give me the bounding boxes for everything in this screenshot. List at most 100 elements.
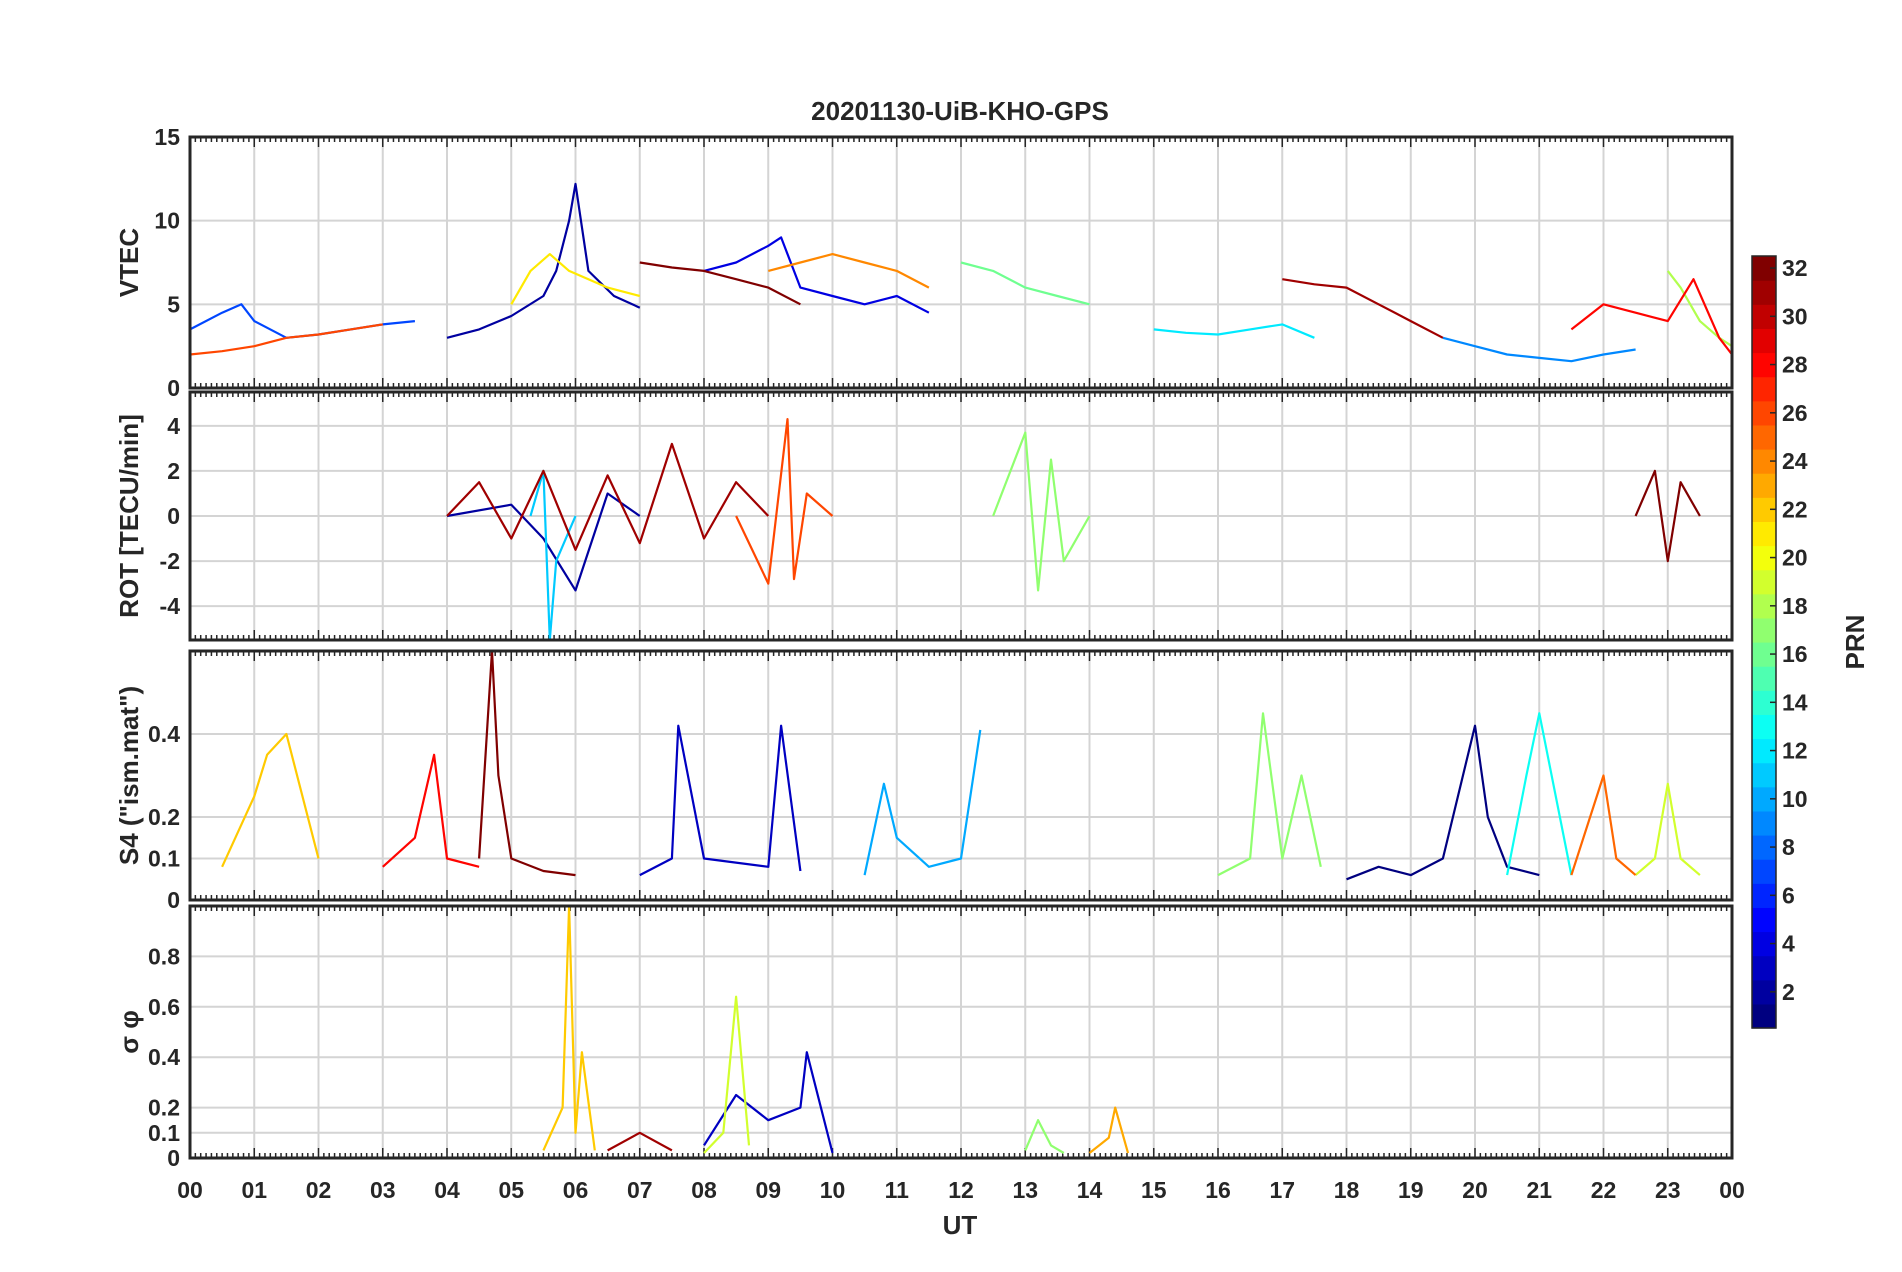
colorbar-segment — [1752, 424, 1776, 450]
series-line-prn-17 — [992, 431, 1091, 592]
series-line-prn-19 — [1634, 782, 1701, 876]
y-axis-label-s4: S4 ("ism.mat") — [114, 686, 144, 865]
colorbar-tick-label: 22 — [1782, 496, 1808, 522]
x-tick-label: 11 — [885, 1177, 910, 1203]
y-tick-label: 0.4 — [148, 1044, 180, 1070]
x-tick-label: 09 — [755, 1177, 781, 1203]
colorbar-segment — [1752, 617, 1776, 643]
colorbar-segment — [1752, 521, 1776, 547]
colorbar-segment — [1752, 328, 1776, 354]
y-tick-label: -2 — [160, 548, 180, 574]
colorbar-segment — [1752, 810, 1776, 836]
axes-frame-vtec — [188, 135, 1734, 390]
y-tick-label: 0.1 — [148, 846, 180, 872]
x-tick-label: 15 — [1141, 1177, 1167, 1203]
y-tick-label: 15 — [154, 124, 180, 150]
colorbar-segment — [1752, 714, 1776, 740]
colorbar-tick-label: 14 — [1782, 689, 1808, 715]
colorbar-segment — [1752, 955, 1776, 981]
series-line-prn-1 — [1346, 724, 1540, 881]
series-line-prn-26 — [190, 323, 383, 356]
series-group-sigma_phi — [542, 906, 1130, 1154]
colorbar-tick-label: 32 — [1782, 255, 1808, 281]
colorbar-frame — [1751, 255, 1777, 1029]
series-line-prn-11 — [529, 469, 577, 640]
series-line-prn-25 — [1570, 774, 1637, 876]
panel-vtec: 0 5 10 15 VTEC — [114, 124, 1734, 401]
y-tick-label: 0.1 — [148, 1120, 180, 1146]
y-tick-label: 4 — [167, 413, 180, 439]
series-line-prn-3 — [703, 1051, 834, 1154]
y-tick-label: 0.2 — [148, 1095, 180, 1121]
x-tick-label: 02 — [306, 1177, 332, 1203]
y-tick-label: 0.8 — [148, 943, 180, 969]
series-group-rot — [446, 418, 1701, 640]
colorbar-tick-label: 28 — [1782, 352, 1808, 378]
panel-rot: -4 -2 0 2 4 ROT [TECU/min] — [114, 390, 1734, 642]
colorbar-segment — [1752, 376, 1776, 402]
x-tick-label: 04 — [434, 1177, 460, 1203]
series-line-prn-32 — [639, 261, 801, 306]
series-line-prn-31 — [607, 1131, 673, 1152]
y-tick-label: 0.6 — [148, 994, 180, 1020]
colorbar-label: PRN — [1840, 615, 1870, 670]
x-axis-group: 00 01 02 03 04 05 06 07 08 09 10 11 12 13 14 15 16 17 18 19… — [177, 1177, 1745, 1203]
series-line-prn-10 — [863, 729, 982, 876]
y-tick-label: 0.4 — [148, 721, 180, 747]
colorbar-tick-label: 4 — [1782, 931, 1795, 957]
x-tick-label: 01 — [241, 1177, 267, 1203]
series-group-s4 — [221, 651, 1701, 881]
x-tick-label: 06 — [563, 1177, 589, 1203]
x-tick-label: 22 — [1591, 1177, 1617, 1203]
series-line-prn-21 — [510, 253, 641, 305]
colorbar-tick-label: 30 — [1782, 303, 1808, 329]
x-tick-label: 19 — [1398, 1177, 1424, 1203]
series-line-prn-18 — [1666, 270, 1732, 348]
series-line-prn-31 — [1282, 278, 1444, 339]
series-line-prn-28 — [1570, 278, 1732, 356]
y-axis-label-vtec: VTEC — [114, 228, 144, 298]
series-line-prn-2 — [446, 182, 641, 339]
x-axis-label: UT — [943, 1210, 978, 1240]
series-line-prn-17 — [1217, 712, 1322, 877]
x-tick-label: 03 — [370, 1177, 396, 1203]
y-tick-label: -4 — [160, 593, 181, 619]
y-tick-label: 0 — [167, 887, 180, 913]
colorbar-segment — [1752, 762, 1776, 788]
series-line-prn-23 — [1088, 1106, 1130, 1154]
series-line-prn-28 — [382, 753, 480, 868]
series-line-prn-24 — [768, 253, 930, 289]
panel-sigma_phi: 00.10.2 0.4 0.6 0.8 σ φ — [114, 904, 1734, 1171]
x-tick-label: 18 — [1334, 1177, 1360, 1203]
y-tick-label: 0 — [167, 503, 180, 529]
colorbar-segment — [1752, 907, 1776, 933]
colorbar-tick-label: 16 — [1782, 641, 1808, 667]
series-line-prn-22 — [221, 732, 320, 868]
colorbar-segment — [1752, 473, 1776, 498]
x-tick-label: 00 — [177, 1177, 203, 1203]
series-line-prn-31 — [446, 442, 770, 551]
colorbar-segment — [1752, 859, 1776, 884]
colorbar-tick-label: 10 — [1782, 786, 1808, 812]
series-line-prn-32 — [478, 651, 576, 877]
y-axis-label-rot: ROT [TECU/min] — [114, 414, 144, 618]
series-line-prn-4 — [703, 236, 930, 314]
colorbar-tick-label: 18 — [1782, 593, 1808, 619]
colorbar-tick-label: 6 — [1782, 882, 1795, 908]
colorbar-segment — [1752, 666, 1776, 691]
x-tick-label: 14 — [1077, 1177, 1103, 1203]
x-tick-label: 00 — [1719, 1177, 1745, 1203]
series-line-prn-3 — [639, 724, 802, 877]
x-tick-label: 12 — [948, 1177, 974, 1203]
series-group-vtec — [190, 182, 1732, 363]
x-tick-label: 20 — [1462, 1177, 1488, 1203]
colorbar-segment — [1752, 569, 1776, 595]
x-tick-label: 23 — [1655, 1177, 1681, 1203]
x-tick-label: 08 — [691, 1177, 717, 1203]
colorbar-tick-label: 24 — [1782, 448, 1808, 474]
colorbar-segment — [1752, 1003, 1776, 1029]
colorbar-segment — [1752, 280, 1776, 305]
